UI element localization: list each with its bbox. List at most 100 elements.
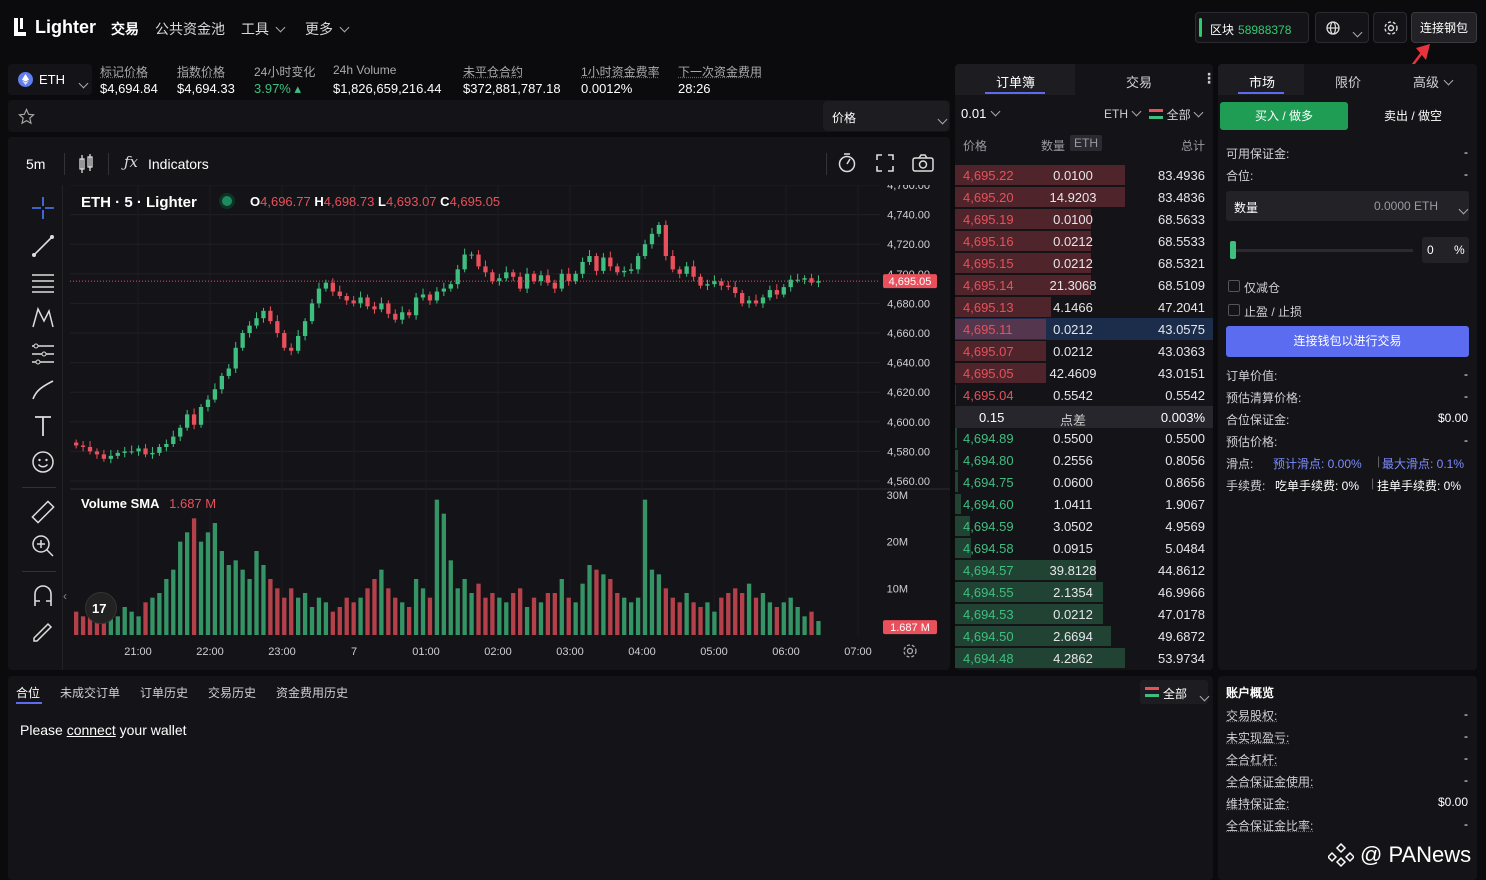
price-chart[interactable]: 4,760.004,740.004,720.004,700.004,680.00…: [70, 185, 950, 670]
candle-body: [309, 303, 315, 322]
quantity-field[interactable]: 数量 0.0000 ETH: [1226, 191, 1469, 221]
bid-row[interactable]: 4,694.50 2.6694 49.6872: [955, 625, 1213, 647]
candle-body: [316, 288, 322, 304]
tab-order-history[interactable]: 订单历史: [140, 686, 189, 700]
tab-funding-history[interactable]: 资金费用历史: [276, 686, 349, 700]
leverage-slider-track[interactable]: [1233, 249, 1413, 252]
leverage-slider-handle[interactable]: [1230, 241, 1236, 259]
language-button[interactable]: [1315, 12, 1369, 43]
volume-bar: [649, 569, 655, 635]
side-filter-select[interactable]: 全部: [1149, 106, 1204, 123]
ask-row[interactable]: 4,695.20 14.9203 83.4836: [955, 186, 1213, 208]
tab-trade-history[interactable]: 交易历史: [208, 686, 257, 700]
tab-positions[interactable]: 合位: [16, 686, 41, 700]
nav-more[interactable]: 更多: [305, 19, 350, 39]
tp-sl-checkbox[interactable]: [1228, 304, 1240, 316]
ask-row[interactable]: 4,695.13 4.1466 47.2041: [955, 296, 1213, 318]
volume-last-label: 1.687 M: [890, 622, 930, 634]
pattern-icon[interactable]: [30, 305, 56, 331]
tab-limit[interactable]: 限价: [1335, 75, 1362, 90]
camera-icon[interactable]: [912, 154, 934, 172]
emoji-icon[interactable]: [30, 449, 56, 475]
prediction-icon[interactable]: [30, 341, 56, 367]
positions-filter-select[interactable]: 全部: [1140, 680, 1210, 704]
tradingview-logo[interactable]: 17: [85, 592, 117, 624]
connect-to-trade-button[interactable]: 连接钱包以进行交易: [1226, 326, 1469, 357]
ask-row[interactable]: 4,695.04 0.5542 0.5542: [955, 384, 1213, 406]
trend-line-icon[interactable]: [30, 233, 56, 259]
bid-row[interactable]: 4,694.60 1.0411 1.9067: [955, 493, 1213, 515]
brush-icon[interactable]: [30, 377, 56, 403]
percent-unit: %: [1454, 243, 1465, 257]
bid-row[interactable]: 4,694.80 0.2556 0.8056: [955, 449, 1213, 471]
star-icon[interactable]: [18, 108, 35, 125]
bid-row[interactable]: 4,694.57 39.8128 44.8612: [955, 559, 1213, 581]
crosshair-icon[interactable]: [30, 195, 56, 221]
more-icon[interactable]: ⋮: [1202, 70, 1216, 86]
slippage-max[interactable]: 最大滑点: 0.1%: [1382, 457, 1465, 471]
volume-bar: [483, 597, 488, 635]
ask-row[interactable]: 4,695.16 0.0212 68.5533: [955, 230, 1213, 252]
ask-row[interactable]: 4,695.07 0.0212 43.0363: [955, 340, 1213, 362]
logo[interactable]: Lighter: [12, 16, 96, 38]
tab-advanced[interactable]: 高级: [1413, 72, 1454, 91]
unit-select[interactable]: ETH: [1104, 106, 1142, 121]
change-24h: 3.97% ▴: [254, 81, 301, 96]
candle-body: [157, 446, 162, 453]
ask-row[interactable]: 4,695.11 0.0212 43.0575: [955, 318, 1213, 340]
zoom-in-icon[interactable]: [30, 533, 56, 559]
volume-bar: [573, 602, 578, 635]
account-row-value: $0.00: [1437, 795, 1468, 809]
volume-bar: [552, 593, 557, 635]
tab-open-orders[interactable]: 未成交订单: [60, 686, 121, 700]
nav-tools[interactable]: 工具: [241, 19, 286, 39]
message-text: your wallet: [115, 722, 187, 738]
magnet-icon[interactable]: [30, 583, 56, 609]
ask-row[interactable]: 4,695.05 42.4609 43.0151: [955, 362, 1213, 384]
candles-icon[interactable]: [78, 154, 94, 174]
bid-row[interactable]: 4,694.75 0.0600 0.8656: [955, 471, 1213, 493]
bid-row[interactable]: 4,694.48 4.2862 53.9734: [955, 647, 1213, 669]
collapse-toolbar-icon[interactable]: ‹: [63, 589, 67, 603]
connect-wallet-button[interactable]: 连接钢包: [1411, 12, 1477, 43]
reduce-only-checkbox[interactable]: [1228, 280, 1240, 292]
bid-row[interactable]: 4,694.58 0.0915 5.0484: [955, 537, 1213, 559]
bid-row[interactable]: 4,694.55 2.1354 46.9966: [955, 581, 1213, 603]
volume-bar: [420, 588, 426, 635]
interval-button[interactable]: 5m: [26, 156, 46, 172]
bid-row[interactable]: 4,694.53 0.0212 47.0178: [955, 603, 1213, 625]
nav-public-pool[interactable]: 公共资金池: [155, 21, 225, 37]
replay-icon[interactable]: [837, 153, 857, 173]
tab-market[interactable]: 市场: [1218, 64, 1304, 95]
ask-row[interactable]: 4,695.22 0.0100 83.4936: [955, 164, 1213, 186]
ask-row[interactable]: 4,695.19 0.0100 68.5633: [955, 208, 1213, 230]
volume-bar: [344, 597, 349, 635]
price-cell: 4,694.59: [963, 519, 1014, 534]
text-icon[interactable]: [30, 413, 56, 439]
total-cell: 46.9966: [1158, 585, 1205, 600]
bid-row[interactable]: 4,694.59 3.0502 4.9569: [955, 515, 1213, 537]
buy-long-button[interactable]: 买入 / 做多: [1220, 102, 1348, 130]
lock-drawing-icon[interactable]: [30, 617, 56, 643]
ruler-icon[interactable]: [30, 499, 56, 525]
sell-short-button[interactable]: 卖出 / 做空: [1383, 109, 1442, 123]
percent-input[interactable]: 0 %: [1422, 237, 1469, 263]
fib-icon[interactable]: [30, 269, 56, 295]
fullscreen-icon[interactable]: [876, 154, 894, 172]
tab-trades[interactable]: 交易: [1126, 75, 1153, 90]
settings-button[interactable]: [1373, 12, 1407, 43]
symbol-selector[interactable]: ETH: [8, 64, 92, 95]
ask-row[interactable]: 4,695.14 21.3068 68.5109: [955, 274, 1213, 296]
price-cell: 4,694.50: [963, 629, 1014, 644]
tick-size-select[interactable]: 0.01: [961, 106, 1001, 121]
price-cell: 4,694.60: [963, 497, 1014, 512]
price-select[interactable]: 价格: [823, 101, 949, 131]
nav-trade[interactable]: 交易: [111, 21, 139, 37]
ask-row[interactable]: 4,695.15 0.0212 68.5321: [955, 252, 1213, 274]
connect-link[interactable]: connect: [66, 722, 116, 738]
bid-row[interactable]: 4,694.89 0.5500 0.5500: [955, 427, 1213, 449]
y-tick-label: 4,620.00: [887, 387, 930, 399]
tab-orderbook[interactable]: 订单簿: [955, 64, 1075, 95]
slippage-estimate[interactable]: 预计滑点: 0.00%: [1273, 457, 1362, 471]
settings-gear-icon[interactable]: [902, 643, 918, 659]
